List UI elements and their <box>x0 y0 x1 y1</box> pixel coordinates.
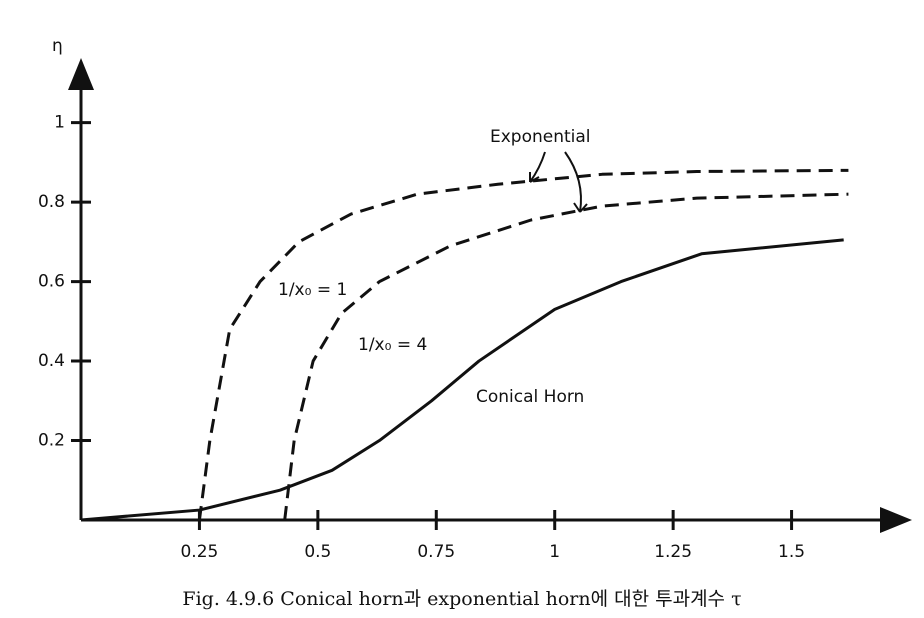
series-label: 1/x₀ = 1 <box>278 280 347 300</box>
y-axis-label: η <box>52 36 63 56</box>
annotation-arrow <box>564 151 588 213</box>
y-tick-label: 0.4 <box>38 351 65 371</box>
x-tick-label: 0.25 <box>180 542 218 562</box>
annotation: Exponential <box>490 127 591 147</box>
annotation-arrow <box>529 151 546 183</box>
caption: Fig. 4.9.6 Conical horn과 exponential hor… <box>182 588 741 610</box>
series-line <box>283 192 849 521</box>
x-tick-label: 1.5 <box>778 542 805 562</box>
y-tick-label: 0.6 <box>38 272 65 292</box>
series-label: 1/x₀ = 4 <box>358 335 427 355</box>
x-tick-label: 0.5 <box>304 542 331 562</box>
y-axis-arrow <box>68 58 94 90</box>
y-tick-label: 1 <box>54 113 65 133</box>
series-line <box>197 168 849 521</box>
y-tick-label: 0.2 <box>38 431 65 451</box>
x-tick-label: 1.25 <box>654 542 692 562</box>
y-tick-label: 0.8 <box>38 192 65 212</box>
series-line <box>80 238 844 522</box>
x-tick-label: 0.75 <box>417 542 455 562</box>
x-tick-label: 1 <box>549 542 560 562</box>
x-axis-arrow <box>880 507 912 533</box>
series-label: Conical Horn <box>476 387 584 407</box>
